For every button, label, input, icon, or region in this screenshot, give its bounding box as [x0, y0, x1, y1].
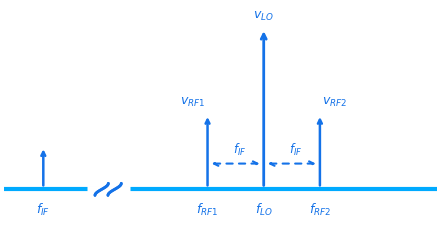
Text: $v_{RF2}$: $v_{RF2}$	[322, 96, 348, 109]
Text: $f_{IF}$: $f_{IF}$	[289, 142, 303, 158]
Text: $v_{RF1}$: $v_{RF1}$	[180, 96, 205, 109]
Text: $f_{IF}$: $f_{IF}$	[36, 202, 50, 218]
Text: $f_{IF}$: $f_{IF}$	[233, 142, 247, 158]
Text: $v_{LO}$: $v_{LO}$	[253, 10, 274, 23]
Text: $f_{RF2}$: $f_{RF2}$	[309, 202, 331, 218]
Text: $f_{LO}$: $f_{LO}$	[255, 202, 273, 218]
Text: $f_{RF1}$: $f_{RF1}$	[196, 202, 219, 218]
